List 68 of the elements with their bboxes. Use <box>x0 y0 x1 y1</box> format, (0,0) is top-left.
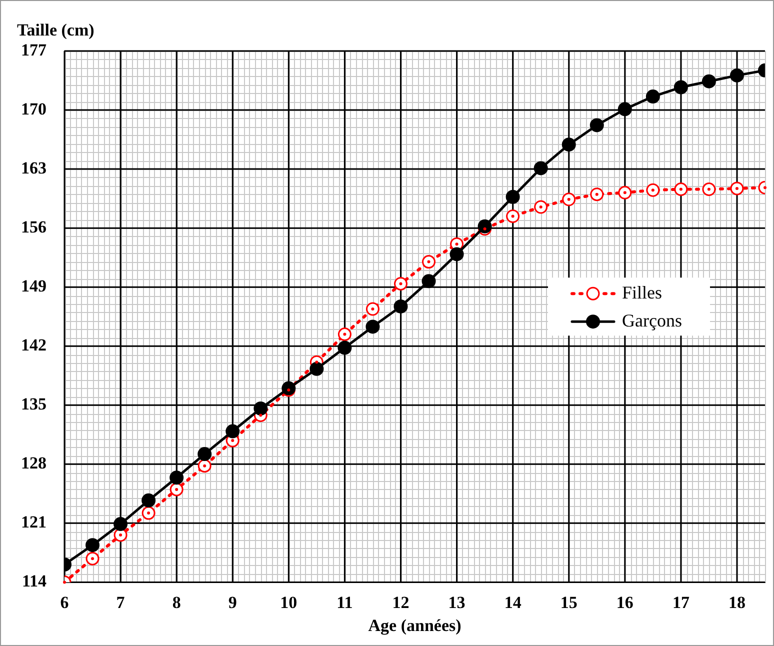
point <box>590 118 604 132</box>
y-axis-title: Taille (cm) <box>17 20 94 40</box>
point <box>198 447 212 462</box>
y-tick-label: 114 <box>22 572 47 591</box>
y-tick-label: 170 <box>21 99 46 118</box>
point <box>730 68 744 82</box>
point <box>170 482 184 496</box>
point <box>170 470 184 485</box>
point <box>562 138 576 152</box>
point <box>674 80 688 94</box>
y-tick-label: 135 <box>21 394 46 414</box>
point <box>366 302 380 316</box>
legend-label: Garçons <box>622 310 682 330</box>
x-tick-label: 12 <box>392 592 410 612</box>
point <box>730 182 744 196</box>
point <box>142 493 156 508</box>
x-tick-label: 17 <box>672 592 690 612</box>
point <box>618 186 632 200</box>
point <box>478 219 492 234</box>
x-tick-label: 15 <box>560 592 578 612</box>
legend-label: Filles <box>622 282 662 302</box>
point <box>310 362 324 376</box>
x-tick-label: 11 <box>336 592 353 612</box>
point <box>86 552 100 566</box>
point <box>394 299 408 314</box>
point <box>534 200 548 214</box>
y-tick-label: 156 <box>21 217 46 236</box>
x-tick-label: 10 <box>280 592 298 612</box>
point <box>366 320 380 334</box>
y-tick-label: 142 <box>21 336 46 354</box>
x-tick-label: 13 <box>448 592 466 612</box>
point <box>254 402 268 416</box>
x-tick-label: 8 <box>172 592 181 612</box>
point <box>114 517 128 532</box>
point <box>702 182 716 196</box>
point <box>142 506 156 520</box>
point <box>674 182 688 196</box>
point <box>506 210 520 224</box>
x-tick-label: 6 <box>60 592 69 612</box>
x-tick-label: 16 <box>616 592 634 612</box>
point <box>450 247 464 262</box>
x-tick-label: 14 <box>504 592 522 612</box>
point <box>702 74 716 88</box>
point <box>506 190 520 204</box>
y-tick-label: 149 <box>21 276 46 296</box>
x-tick-label: 7 <box>116 592 126 612</box>
x-tick-label: 9 <box>228 592 237 612</box>
point <box>618 102 632 116</box>
point <box>422 255 436 269</box>
point <box>646 90 660 104</box>
y-tick-label: 163 <box>21 158 46 178</box>
point <box>646 183 660 197</box>
point <box>590 188 604 202</box>
point <box>562 192 576 206</box>
y-tick-label: 128 <box>21 454 46 473</box>
x-axis-title: Age (années) <box>368 616 462 636</box>
point <box>338 328 352 342</box>
point <box>422 274 436 288</box>
point <box>394 276 408 290</box>
point <box>86 538 100 552</box>
point <box>534 161 548 176</box>
y-tick-label: 177 <box>21 40 47 60</box>
point <box>338 340 352 355</box>
x-tick-label: 18 <box>728 592 746 612</box>
point <box>226 424 240 438</box>
y-tick-label: 121 <box>21 512 46 532</box>
point <box>114 528 128 542</box>
point <box>198 459 212 473</box>
